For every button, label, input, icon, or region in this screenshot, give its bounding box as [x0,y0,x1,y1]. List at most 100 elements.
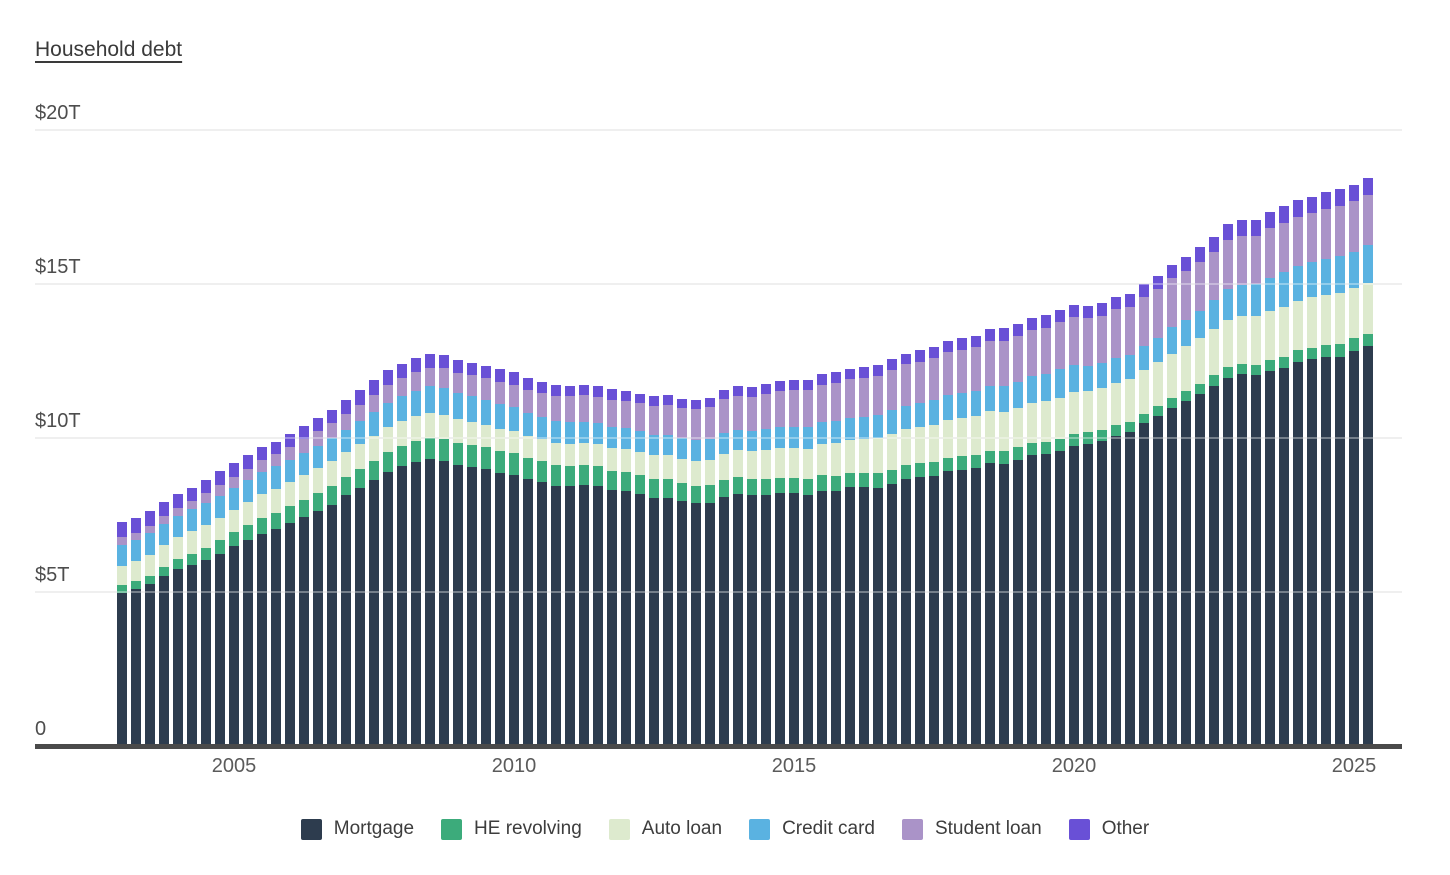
bar-2017-q1[interactable] [901,353,911,745]
segment-student-loan[interactable] [285,447,295,460]
segment-mortgage[interactable] [509,474,519,745]
segment-credit-card[interactable] [1321,258,1331,295]
segment-he-revolving[interactable] [887,469,897,484]
segment-mortgage[interactable] [131,588,141,745]
segment-other[interactable] [929,346,939,358]
segment-student-loan[interactable] [1041,327,1051,375]
segment-other[interactable] [1321,192,1331,210]
segment-he-revolving[interactable] [313,493,323,511]
segment-he-revolving[interactable] [971,454,981,468]
segment-other[interactable] [747,386,757,397]
segment-student-loan[interactable] [607,399,617,427]
segment-mortgage[interactable] [537,482,547,745]
segment-other[interactable] [425,354,435,368]
segment-credit-card[interactable] [887,409,897,434]
segment-other[interactable] [649,396,659,406]
segment-student-loan[interactable] [383,384,393,403]
segment-other[interactable] [229,462,239,477]
segment-credit-card[interactable] [187,509,197,531]
segment-other[interactable] [817,374,827,385]
segment-he-revolving[interactable] [1167,398,1177,409]
segment-credit-card[interactable] [1251,284,1261,316]
segment-other[interactable] [145,510,155,526]
segment-mortgage[interactable] [1041,454,1051,745]
segment-he-revolving[interactable] [285,505,295,524]
segment-mortgage[interactable] [845,487,855,745]
segment-other[interactable] [789,380,799,391]
bar-2012-q3[interactable] [649,396,659,745]
segment-he-revolving[interactable] [1293,350,1303,362]
bar-2015-q1[interactable] [789,380,799,745]
segment-auto-loan[interactable] [159,545,169,567]
segment-mortgage[interactable] [1097,441,1107,745]
segment-student-loan[interactable] [859,377,869,417]
bar-2022-q3[interactable] [1209,236,1219,746]
bar-2010-q1[interactable] [509,372,519,745]
segment-other[interactable] [1195,247,1205,262]
segment-student-loan[interactable] [789,390,799,427]
segment-auto-loan[interactable] [789,447,799,478]
segment-student-loan[interactable] [1167,278,1177,328]
segment-student-loan[interactable] [243,468,253,481]
segment-he-revolving[interactable] [411,440,421,462]
bar-2011-q3[interactable] [593,386,603,745]
segment-student-loan[interactable] [831,382,841,421]
segment-mortgage[interactable] [1167,408,1177,745]
segment-auto-loan[interactable] [1237,315,1247,364]
segment-auto-loan[interactable] [1041,401,1051,442]
segment-credit-card[interactable] [929,399,939,425]
segment-credit-card[interactable] [201,502,211,525]
segment-credit-card[interactable] [747,430,757,452]
segment-mortgage[interactable] [971,467,981,745]
bar-2016-q3[interactable] [873,364,883,745]
segment-credit-card[interactable] [859,416,869,440]
segment-he-revolving[interactable] [299,499,309,518]
segment-student-loan[interactable] [733,395,743,430]
bar-2004-q1[interactable] [173,493,183,745]
bar-2004-q3[interactable] [201,479,211,745]
segment-he-revolving[interactable] [1321,345,1331,358]
segment-credit-card[interactable] [579,421,589,444]
segment-mortgage[interactable] [145,584,155,745]
segment-auto-loan[interactable] [943,420,953,458]
segment-credit-card[interactable] [1069,364,1079,393]
segment-he-revolving[interactable] [845,472,855,488]
segment-mortgage[interactable] [607,490,617,745]
segment-mortgage[interactable] [691,503,701,745]
segment-student-loan[interactable] [551,395,561,421]
segment-auto-loan[interactable] [201,524,211,548]
bar-2017-q3[interactable] [929,346,939,745]
segment-other[interactable] [1251,219,1261,236]
segment-student-loan[interactable] [327,423,337,439]
segment-other[interactable] [1153,275,1163,289]
segment-mortgage[interactable] [1125,432,1135,745]
segment-mortgage[interactable] [285,523,295,745]
bar-2013-q4[interactable] [719,389,729,745]
segment-auto-loan[interactable] [243,501,253,525]
segment-credit-card[interactable] [607,426,617,449]
segment-student-loan[interactable] [201,492,211,503]
segment-auto-loan[interactable] [1055,397,1065,439]
segment-credit-card[interactable] [985,385,995,412]
segment-mortgage[interactable] [173,569,183,745]
segment-student-loan[interactable] [271,454,281,467]
segment-mortgage[interactable] [187,564,197,745]
segment-other[interactable] [1125,294,1135,307]
bar-2013-q2[interactable] [691,399,701,745]
segment-other[interactable] [383,370,393,385]
segment-mortgage[interactable] [1055,450,1065,745]
segment-he-revolving[interactable] [929,461,939,476]
segment-other[interactable] [985,329,995,342]
segment-student-loan[interactable] [1013,335,1023,382]
segment-auto-loan[interactable] [691,461,701,486]
segment-other[interactable] [551,384,561,396]
segment-credit-card[interactable] [369,412,379,436]
segment-auto-loan[interactable] [971,416,981,455]
segment-auto-loan[interactable] [285,481,295,506]
segment-he-revolving[interactable] [159,566,169,577]
segment-student-loan[interactable] [1083,318,1093,366]
segment-mortgage[interactable] [1265,371,1275,745]
segment-student-loan[interactable] [887,369,897,410]
segment-mortgage[interactable] [481,469,491,745]
segment-he-revolving[interactable] [663,479,673,498]
